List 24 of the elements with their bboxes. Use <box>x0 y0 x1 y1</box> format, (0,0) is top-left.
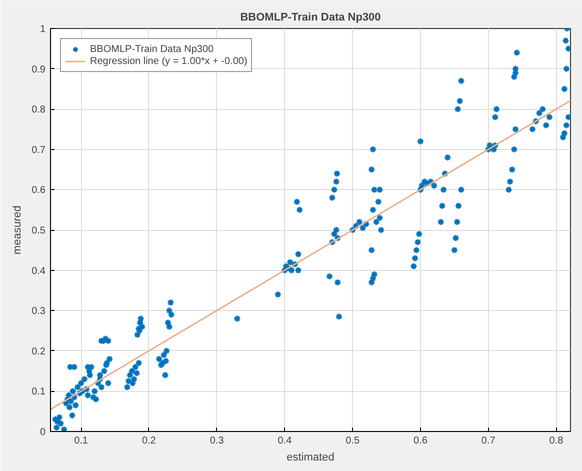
x-tick-label: 0.7 <box>481 436 496 446</box>
x-tick-label: 0.4 <box>278 436 292 446</box>
y-tick-label: 0.3 <box>32 306 46 318</box>
y-tick-label: 0.1 <box>32 386 46 398</box>
y-tick-label: 0.2 <box>32 346 46 358</box>
chart-title: BBOMLP-Train Data Np300 <box>240 12 381 24</box>
y-tick-label: 0.5 <box>32 226 46 236</box>
y-tick-label: 0.4 <box>32 266 46 277</box>
x-tick-label: 0.6 <box>414 436 428 446</box>
y-axis-title: measured <box>12 206 24 254</box>
y-tick-label: 0.9 <box>32 64 46 76</box>
x-tick-label: 0.8 <box>549 436 564 446</box>
x-tick-label: 0.3 <box>210 436 224 446</box>
legend-label: BBOMLP-Train Data Np300 <box>90 43 214 55</box>
x-tick-label: 0.1 <box>74 436 88 446</box>
y-tick-label: 0.6 <box>32 185 46 196</box>
y-tick-label: 0.7 <box>32 144 46 156</box>
y-tick-label: 0 <box>40 427 46 438</box>
x-axis-title: estimated <box>286 452 334 464</box>
y-tick-label: 0.8 <box>32 104 46 116</box>
x-tick-label: 0.2 <box>142 436 156 446</box>
x-tick-label: 0.5 <box>346 436 360 446</box>
y-tick-label: 1 <box>40 24 46 35</box>
legend-label: Regression line (y = 1.00*x + -0.00) <box>90 55 248 67</box>
